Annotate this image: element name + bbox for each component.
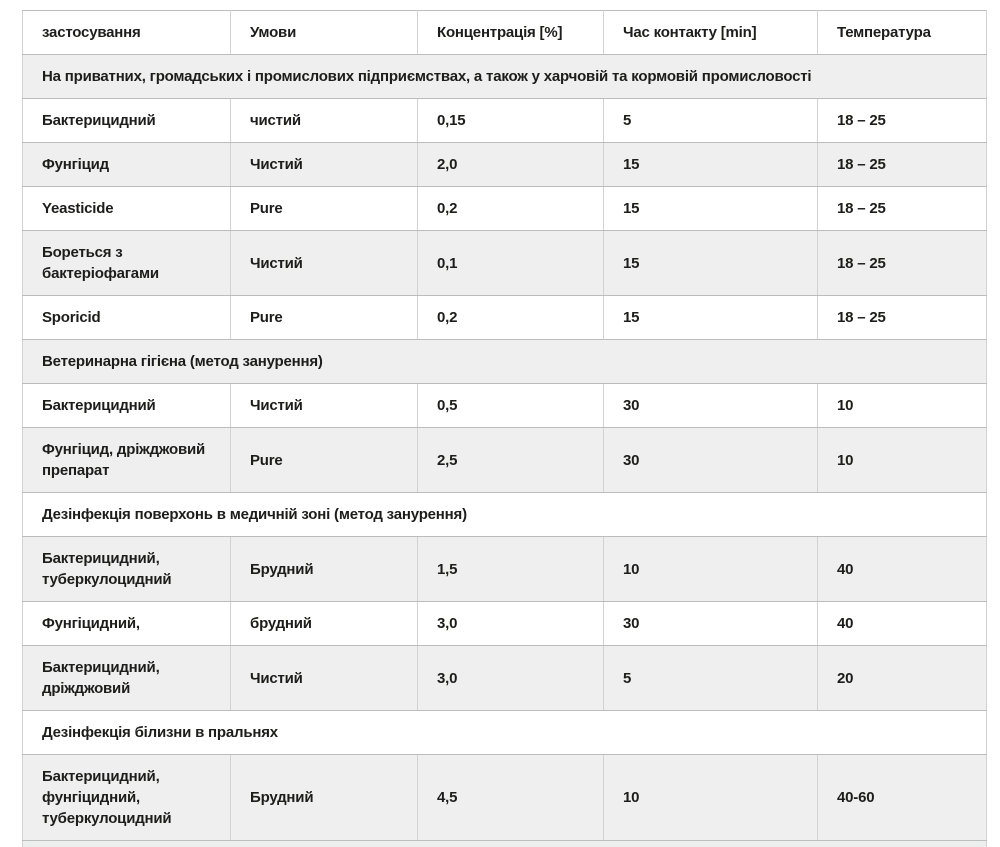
cell-conditions: Pure [230, 186, 418, 231]
cell-application: Бактерицидний [22, 98, 231, 143]
column-header-temperature: Температура [817, 10, 987, 55]
table-row: Фунгіцид Чистий 2,0 15 18 – 25 [22, 142, 987, 187]
next-row-clipped-cell [22, 840, 987, 847]
table-row: Бактерицидний чистий 0,15 5 18 – 25 [22, 98, 987, 143]
section-title: На приватних, громадських і промислових … [22, 54, 987, 99]
cell-contact-time: 15 [603, 142, 818, 187]
section-row: На приватних, громадських і промислових … [22, 54, 987, 99]
cell-concentration: 2,5 [417, 427, 604, 493]
cell-contact-time: 15 [603, 230, 818, 296]
table-row: Бореться з бактеріофагами Чистий 0,1 15 … [22, 230, 987, 296]
table-row: Бактерицидний, дріжджовий Чистий 3,0 5 2… [22, 645, 987, 711]
cell-temperature: 18 – 25 [817, 186, 987, 231]
cell-concentration: 0,2 [417, 295, 604, 340]
cell-temperature: 40 [817, 601, 987, 646]
cell-conditions: брудний [230, 601, 418, 646]
section-title: Дезінфекція білизни в пральнях [22, 710, 987, 755]
cell-temperature: 18 – 25 [817, 295, 987, 340]
disinfection-applications-table: застосування Умови Концентрація [%] Час … [22, 10, 987, 847]
section-row: Дезінфекція поверхонь в медичній зоні (м… [22, 492, 987, 537]
cell-conditions: Чистий [230, 142, 418, 187]
section-row: Ветеринарна гігієна (метод занурення) [22, 339, 987, 384]
cell-conditions: чистий [230, 98, 418, 143]
cell-application: Бактерицидний [22, 383, 231, 428]
cell-contact-time: 5 [603, 645, 818, 711]
section-title: Дезінфекція поверхонь в медичній зоні (м… [22, 492, 987, 537]
cell-contact-time: 15 [603, 295, 818, 340]
cell-application: Бактерицидний, фунгіцидний, туберкулоцид… [22, 754, 231, 841]
cell-concentration: 3,0 [417, 601, 604, 646]
table-row: Yeasticide Pure 0,2 15 18 – 25 [22, 186, 987, 231]
cell-application: Yeasticide [22, 186, 231, 231]
cell-temperature: 40 [817, 536, 987, 602]
cell-temperature: 10 [817, 427, 987, 493]
column-header-concentration: Концентрація [%] [417, 10, 604, 55]
next-row-clipped [22, 840, 987, 847]
cell-application: Бактерицидний, туберкулоцидний [22, 536, 231, 602]
table-header-row: застосування Умови Концентрація [%] Час … [22, 10, 987, 55]
table-row: Фунгіцид, дріжджовий препарат Pure 2,5 3… [22, 427, 987, 493]
cell-concentration: 0,1 [417, 230, 604, 296]
cell-application: Бактерицидний, дріжджовий [22, 645, 231, 711]
cell-concentration: 1,5 [417, 536, 604, 602]
cell-concentration: 0,5 [417, 383, 604, 428]
cell-application: Фунгіцид [22, 142, 231, 187]
cell-temperature: 18 – 25 [817, 142, 987, 187]
section-row: Дезінфекція білизни в пральнях [22, 710, 987, 755]
column-header-application: застосування [22, 10, 231, 55]
table-row: Бактерицидний, туберкулоцидний Брудний 1… [22, 536, 987, 602]
cell-conditions: Чистий [230, 645, 418, 711]
cell-conditions: Pure [230, 427, 418, 493]
cell-conditions: Брудний [230, 536, 418, 602]
table-row: Бактерицидний Чистий 0,5 30 10 [22, 383, 987, 428]
cell-temperature: 40-60 [817, 754, 987, 841]
cell-application: Sporicid [22, 295, 231, 340]
table-row: Sporicid Pure 0,2 15 18 – 25 [22, 295, 987, 340]
table-row: Фунгіцидний, брудний 3,0 30 40 [22, 601, 987, 646]
cell-concentration: 4,5 [417, 754, 604, 841]
cell-contact-time: 10 [603, 536, 818, 602]
cell-concentration: 3,0 [417, 645, 604, 711]
cell-conditions: Брудний [230, 754, 418, 841]
cell-temperature: 20 [817, 645, 987, 711]
cell-concentration: 0,15 [417, 98, 604, 143]
section-title: Ветеринарна гігієна (метод занурення) [22, 339, 987, 384]
cell-contact-time: 30 [603, 427, 818, 493]
column-header-conditions: Умови [230, 10, 418, 55]
table-row: Бактерицидний, фунгіцидний, туберкулоцид… [22, 754, 987, 841]
column-header-contact-time: Час контакту [min] [603, 10, 818, 55]
cell-contact-time: 10 [603, 754, 818, 841]
cell-contact-time: 5 [603, 98, 818, 143]
cell-contact-time: 30 [603, 601, 818, 646]
cell-application: Фунгіцид, дріжджовий препарат [22, 427, 231, 493]
cell-conditions: Pure [230, 295, 418, 340]
cell-contact-time: 15 [603, 186, 818, 231]
cell-temperature: 18 – 25 [817, 230, 987, 296]
cell-conditions: Чистий [230, 230, 418, 296]
cell-concentration: 0,2 [417, 186, 604, 231]
cell-temperature: 18 – 25 [817, 98, 987, 143]
cell-contact-time: 30 [603, 383, 818, 428]
cell-conditions: Чистий [230, 383, 418, 428]
cell-concentration: 2,0 [417, 142, 604, 187]
cell-application: Бореться з бактеріофагами [22, 230, 231, 296]
cell-application: Фунгіцидний, [22, 601, 231, 646]
cell-temperature: 10 [817, 383, 987, 428]
